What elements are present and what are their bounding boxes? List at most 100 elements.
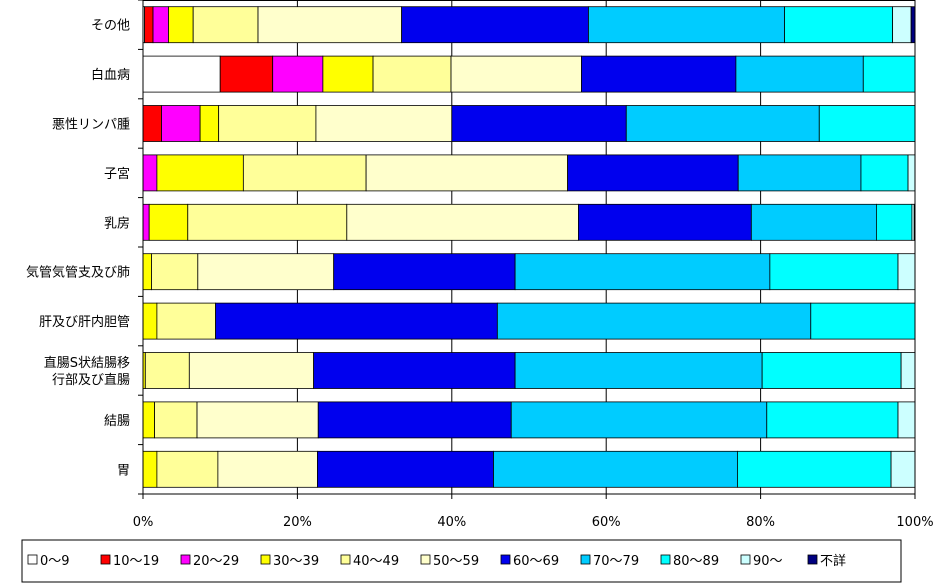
- legend: 0～9 10～19 20～29 30～39 40～49 50～59 60～69 70～79 80…: [21, 539, 902, 583]
- x-tick-label: 0%: [133, 515, 154, 530]
- bar-segment: [493, 450, 738, 488]
- y-category-label: 子宮: [104, 166, 130, 182]
- x-tick-label: 100%: [896, 515, 933, 530]
- bar-segment: [142, 302, 158, 340]
- legend-label: 50～59: [433, 554, 479, 569]
- bar-segment: [876, 203, 913, 241]
- legend-label: 不詳: [820, 553, 846, 569]
- legend-label: 30～39: [273, 554, 319, 569]
- bar-segment: [578, 203, 752, 241]
- y-category-label: その他: [91, 19, 130, 34]
- bars: [142, 6, 916, 488]
- bar-segment: [892, 6, 912, 44]
- legend-swatch: [180, 554, 191, 565]
- bar-segment: [372, 55, 452, 93]
- bar-segment: [199, 105, 220, 142]
- legend-box: [21, 539, 902, 583]
- bar-segment: [496, 302, 812, 340]
- legend-swatch: [740, 554, 751, 565]
- bar-segment: [784, 6, 894, 44]
- x-tick-label: 80%: [746, 515, 775, 530]
- bar-segment: [144, 352, 190, 389]
- bar-segment: [217, 450, 318, 488]
- bar-segment: [567, 154, 739, 192]
- bar-segment: [750, 203, 877, 241]
- bar-segment: [219, 55, 274, 93]
- bar-segment: [761, 352, 902, 389]
- x-tick-label: 40%: [437, 515, 466, 530]
- bar-segment: [897, 401, 916, 439]
- bar-segment: [242, 154, 367, 192]
- bar-segment: [144, 6, 154, 44]
- bar-segment: [315, 105, 453, 142]
- bar-segment: [333, 253, 516, 291]
- bar-segment: [313, 352, 516, 389]
- bar-segment: [152, 6, 169, 44]
- bar-segment: [401, 6, 589, 44]
- bar-segment: [272, 55, 324, 93]
- bar-segment: [737, 450, 892, 488]
- y-category-label: 直腸S状結腸移: [44, 356, 130, 371]
- y-axis: その他白血病悪性リンパ腫子宮乳房気管気管支及び肺肝及び肝内胆管直腸S状結腸移行部…: [26, 0, 143, 495]
- bar-segment: [907, 154, 916, 192]
- bar-segment: [154, 401, 198, 439]
- bar-segment: [737, 154, 862, 192]
- legend-label: 10～19: [113, 554, 159, 569]
- legend-label: 90～: [753, 554, 783, 569]
- bar-segment: [451, 105, 627, 142]
- bar-segment: [625, 105, 820, 142]
- bar-segment: [818, 105, 916, 142]
- legend-swatch: [340, 554, 351, 565]
- legend-label: 20～29: [193, 554, 239, 569]
- bar-segment: [346, 203, 579, 241]
- y-category-label: 胃: [117, 463, 130, 478]
- bar-segment: [218, 105, 317, 142]
- bar-segment: [257, 6, 403, 44]
- bar-segment: [161, 105, 201, 142]
- y-category-label: 悪性リンパ腫: [52, 117, 130, 133]
- bar-segment: [196, 401, 319, 439]
- bar-segment: [317, 401, 512, 439]
- legend-label: 60～69: [513, 554, 559, 569]
- bar-segment: [514, 352, 763, 389]
- bar-segment: [365, 154, 569, 192]
- legend-swatch: [660, 554, 671, 565]
- bar-segment: [588, 6, 785, 44]
- bar-segment: [197, 253, 335, 291]
- legend-swatch: [807, 554, 818, 565]
- bar-segment: [581, 55, 737, 93]
- bar-segment: [910, 6, 916, 44]
- bar-segment: [897, 253, 916, 291]
- bar-segment: [156, 302, 216, 340]
- y-category-label: 肝及び肝内胆管: [39, 314, 130, 330]
- bar-segment: [142, 401, 155, 439]
- legend-swatch: [260, 554, 271, 565]
- y-category-label: 乳房: [104, 215, 130, 231]
- bar-segment: [156, 450, 219, 488]
- bar-segment: [766, 401, 899, 439]
- bar-segment: [735, 55, 864, 93]
- bar-segment: [514, 253, 771, 291]
- bar-segment: [187, 203, 348, 241]
- bar-segment: [890, 450, 916, 488]
- bar-segment: [900, 352, 916, 389]
- bar-segment: [860, 154, 909, 192]
- legend-swatch: [580, 554, 591, 565]
- x-tick-label: 60%: [592, 515, 621, 530]
- bar-segment: [188, 352, 315, 389]
- bar-segment: [862, 55, 916, 93]
- bar-segment: [510, 401, 768, 439]
- bar-segment: [168, 6, 194, 44]
- legend-swatch: [100, 554, 111, 565]
- bar-segment: [322, 55, 374, 93]
- bar-segment: [151, 253, 199, 291]
- legend-label: 40～49: [353, 554, 399, 569]
- legend-swatch: [500, 554, 511, 565]
- y-category-label: 気管気管支及び肺: [26, 265, 130, 281]
- legend-swatch: [420, 554, 431, 565]
- bar-segment: [192, 6, 259, 44]
- bar-segment: [148, 203, 189, 241]
- bar-segment: [142, 105, 162, 142]
- legend-label: 70～79: [593, 554, 639, 569]
- y-category-label: 結腸: [104, 414, 130, 429]
